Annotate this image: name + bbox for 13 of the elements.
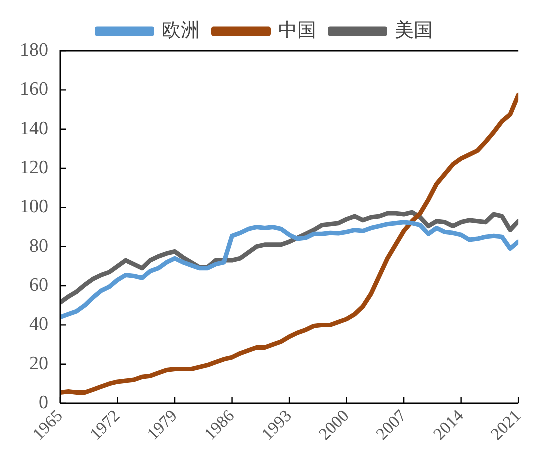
y-tick-label: 180 <box>20 40 48 61</box>
y-tick-label: 120 <box>20 157 48 178</box>
legend-label: 美国 <box>394 19 433 42</box>
y-tick-label: 40 <box>30 314 48 336</box>
y-tick-label: 60 <box>30 275 48 296</box>
legend-label: 中国 <box>278 20 316 42</box>
y-tick-label: 160 <box>20 79 48 100</box>
y-tick-label: 80 <box>30 236 48 257</box>
legend-label: 欧洲 <box>162 20 200 42</box>
y-tick-label: 100 <box>20 196 48 218</box>
y-tick-label: 20 <box>30 353 48 374</box>
y-tick-label: 0 <box>39 392 48 414</box>
y-tick-label: 140 <box>20 118 48 140</box>
